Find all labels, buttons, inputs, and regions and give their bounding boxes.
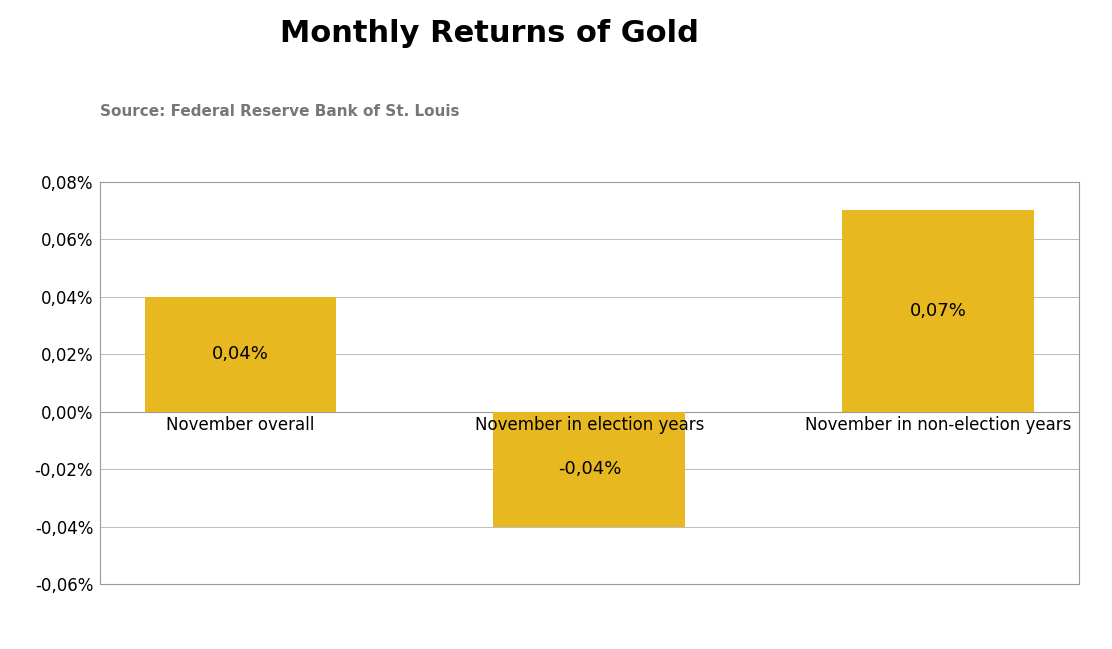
Text: November in non-election years: November in non-election years [805, 416, 1071, 434]
Bar [145, 297, 337, 411]
Text: November in election years: November in election years [475, 416, 704, 434]
Bar [494, 411, 685, 526]
Bar [842, 210, 1034, 411]
Text: Monthly Returns of Gold: Monthly Returns of Gold [280, 19, 698, 49]
Text: -0,04%: -0,04% [558, 460, 620, 478]
Text: 0,04%: 0,04% [212, 345, 269, 363]
Text: November overall: November overall [167, 416, 315, 434]
Text: Source: Federal Reserve Bank of St. Louis: Source: Federal Reserve Bank of St. Loui… [100, 104, 459, 119]
Text: 0,07%: 0,07% [910, 302, 966, 320]
